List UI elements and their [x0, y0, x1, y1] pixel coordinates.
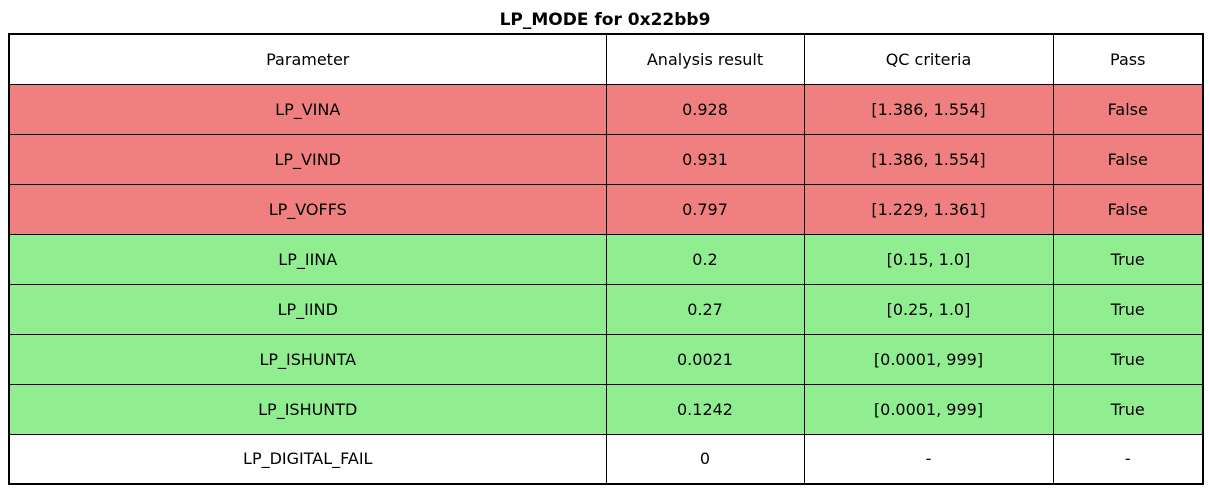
- cell-qc-criteria: [0.0001, 999]: [803, 383, 1054, 435]
- qc-results-table: Parameter Analysis result QC criteria Pa…: [8, 33, 1204, 485]
- cell-pass: -: [1052, 433, 1204, 485]
- column-header-parameter: Parameter: [8, 33, 607, 85]
- table-row: LP_VINA 0.928 [1.386, 1.554] False: [8, 83, 1204, 135]
- table-header: Parameter Analysis result QC criteria Pa…: [8, 33, 1204, 85]
- table-row: LP_VIND 0.931 [1.386, 1.554] False: [8, 133, 1204, 185]
- cell-qc-criteria: -: [803, 433, 1054, 485]
- cell-qc-criteria: [0.0001, 999]: [803, 333, 1054, 385]
- cell-pass: False: [1052, 133, 1204, 185]
- cell-qc-criteria: [1.229, 1.361]: [803, 183, 1054, 235]
- cell-pass: True: [1052, 383, 1204, 435]
- cell-parameter: LP_ISHUNTD: [8, 383, 607, 435]
- table-row: LP_VOFFS 0.797 [1.229, 1.361] False: [8, 183, 1204, 235]
- cell-pass: True: [1052, 233, 1204, 285]
- cell-qc-criteria: [0.15, 1.0]: [803, 233, 1054, 285]
- table-row: LP_ISHUNTA 0.0021 [0.0001, 999] True: [8, 333, 1204, 385]
- cell-analysis-result: 0: [605, 433, 805, 485]
- table-row: LP_ISHUNTD 0.1242 [0.0001, 999] True: [8, 383, 1204, 435]
- table-row: LP_IIND 0.27 [0.25, 1.0] True: [8, 283, 1204, 335]
- cell-parameter: LP_VOFFS: [8, 183, 607, 235]
- table-row: LP_DIGITAL_FAIL 0- -: [8, 433, 1204, 485]
- column-header-pass: Pass: [1052, 33, 1204, 85]
- cell-parameter: LP_IIND: [8, 283, 607, 335]
- cell-parameter: LP_ISHUNTA: [8, 333, 607, 385]
- cell-pass: True: [1052, 333, 1204, 385]
- cell-parameter: LP_DIGITAL_FAIL: [8, 433, 607, 485]
- chart-title: LP_MODE for 0x22bb9: [499, 10, 711, 30]
- cell-qc-criteria: [1.386, 1.554]: [803, 133, 1054, 185]
- table-body: LP_VINA 0.928 [1.386, 1.554] False LP_VIND 0.…: [8, 83, 1204, 485]
- cell-qc-criteria: [0.25, 1.0]: [803, 283, 1054, 335]
- cell-analysis-result: 0.0021: [605, 333, 805, 385]
- cell-qc-criteria: [1.386, 1.554]: [803, 83, 1054, 135]
- cell-pass: False: [1052, 83, 1204, 135]
- cell-analysis-result: 0.931: [605, 133, 805, 185]
- column-header-qc-criteria: QC criteria: [803, 33, 1054, 85]
- cell-parameter: LP_VIND: [8, 133, 607, 185]
- cell-pass: False: [1052, 183, 1204, 235]
- cell-parameter: LP_IINA: [8, 233, 607, 285]
- cell-analysis-result: 0.27: [605, 283, 805, 335]
- column-header-analysis-result: Analysis result: [605, 33, 805, 85]
- cell-pass: True: [1052, 283, 1204, 335]
- cell-analysis-result: 0.1242: [605, 383, 805, 435]
- table-row: LP_IINA 0.2 [0.15, 1.0] True: [8, 233, 1204, 285]
- header-row: Parameter Analysis result QC criteria Pa…: [8, 33, 1204, 85]
- cell-analysis-result: 0.928: [605, 83, 805, 135]
- cell-parameter: LP_VINA: [8, 83, 607, 135]
- cell-analysis-result: 0.797: [605, 183, 805, 235]
- cell-analysis-result: 0.2: [605, 233, 805, 285]
